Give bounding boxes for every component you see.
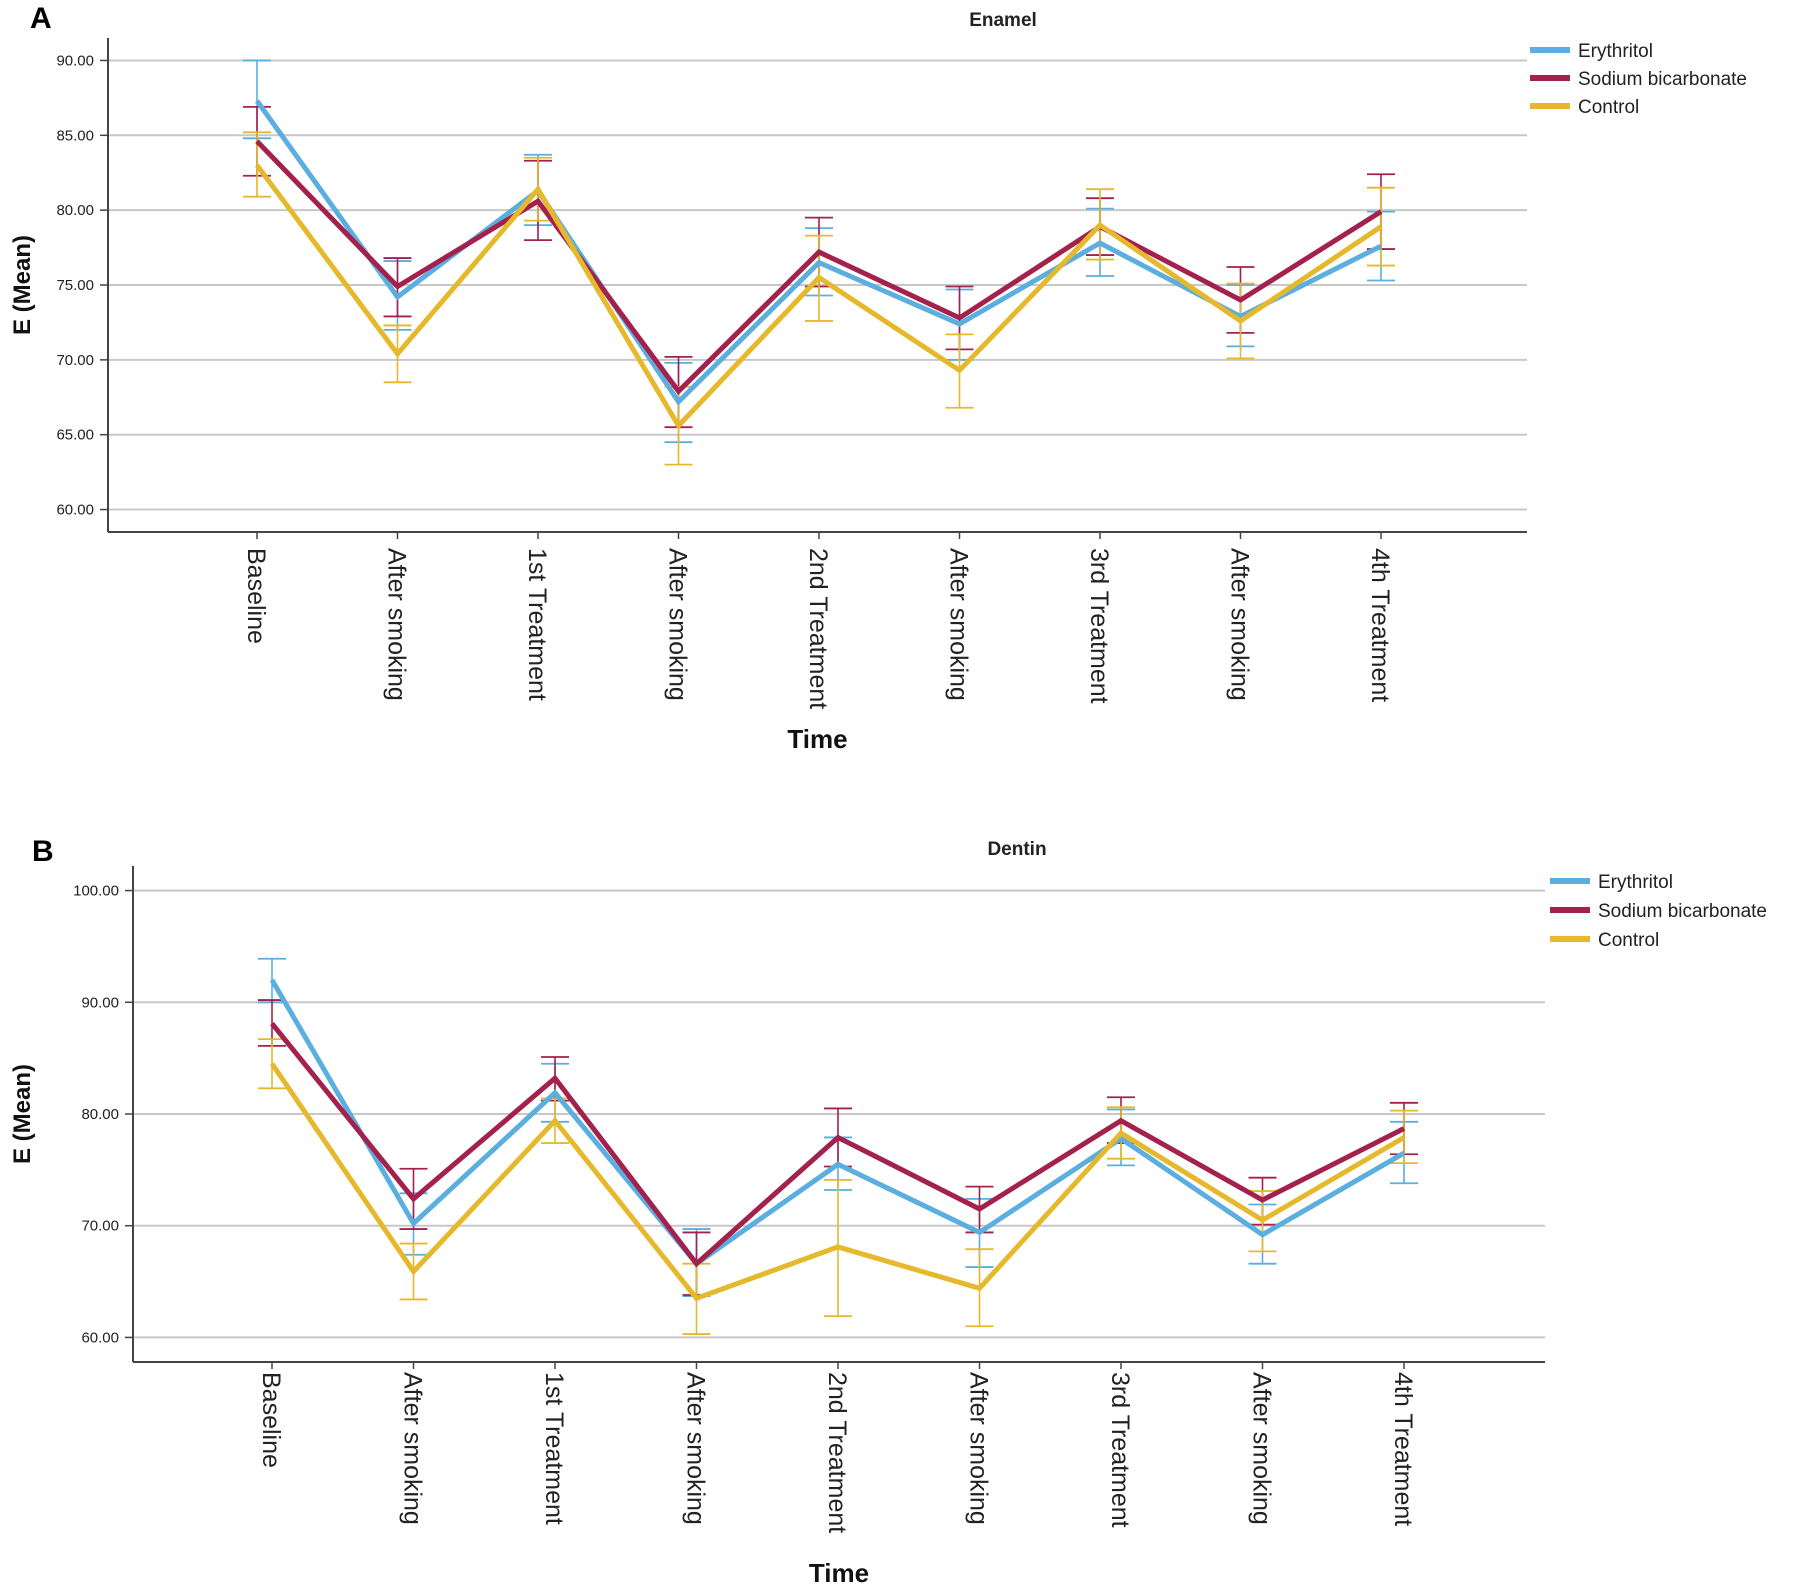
x-tick-label: After smoking	[945, 548, 973, 701]
y-tick-label: 60.00	[81, 1329, 119, 1346]
x-tick-label: 1st Treatment	[540, 1372, 568, 1525]
x-tick-label: 3rd Treatment	[1085, 548, 1113, 704]
series-line	[270, 1021, 1406, 1268]
legend-label: Control	[1598, 930, 1659, 951]
x-tick-label: Baseline	[242, 548, 270, 644]
y-axis-label: E (Mean)	[9, 1064, 36, 1164]
panel-letter-a: A	[30, 2, 52, 35]
legend-label: Sodium bicarbonate	[1598, 901, 1767, 922]
x-tick-label: After smoking	[383, 548, 411, 701]
series-line	[269, 1062, 1406, 1302]
x-tick-label: 4th Treatment	[1389, 1372, 1417, 1526]
x-tick-label: 2nd Treatment	[804, 548, 832, 709]
x-axis-label: Time	[787, 724, 847, 754]
x-tick-label: 3rd Treatment	[1106, 1372, 1134, 1528]
y-axis-label: E (Mean)	[9, 235, 36, 335]
y-tick-label: 70.00	[81, 1218, 119, 1235]
y-tick-label: 75.00	[56, 277, 94, 294]
y-tick-label: 85.00	[56, 127, 94, 144]
legend-label: Sodium bicarbonate	[1578, 69, 1747, 90]
x-tick-label: Baseline	[257, 1372, 285, 1468]
x-tick-label: After smoking	[399, 1372, 427, 1525]
x-tick-label: After smoking	[1248, 1372, 1276, 1525]
y-tick-label: 65.00	[56, 427, 94, 444]
y-tick-label: 90.00	[81, 994, 119, 1011]
chart-title: Enamel	[969, 10, 1037, 31]
legend-label: Erythritol	[1578, 41, 1653, 62]
panel-letter-b: B	[32, 835, 54, 868]
x-tick-label: 1st Treatment	[523, 548, 551, 701]
series-line	[269, 978, 1406, 1268]
y-tick-label: 80.00	[81, 1106, 119, 1123]
y-tick-label: 80.00	[56, 202, 94, 219]
y-tick-label: 90.00	[56, 52, 94, 69]
y-tick-label: 100.00	[73, 883, 119, 900]
x-tick-label: After smoking	[1226, 548, 1254, 701]
series-line	[254, 163, 1383, 430]
y-tick-label: 60.00	[56, 502, 94, 519]
x-axis-label: Time	[809, 1558, 869, 1588]
legend-label: Control	[1578, 97, 1639, 118]
series-line	[255, 139, 1383, 396]
x-tick-label: 2nd Treatment	[823, 1372, 851, 1533]
x-tick-label: After smoking	[664, 548, 692, 701]
error-bars	[258, 1038, 1418, 1335]
x-tick-label: After smoking	[965, 1372, 993, 1525]
y-tick-label: 70.00	[56, 352, 94, 369]
panel-b-dentin: B Dentin 60.00 70.00 80.00 90.00 100.00 Baseli…	[9, 835, 1767, 1588]
chart-title: Dentin	[987, 839, 1046, 860]
legend-label: Erythritol	[1598, 872, 1673, 893]
panel-a-enamel: A Enamel 60.00 65.00 70.00 75.00 80.00 85.00 90…	[9, 2, 1747, 754]
error-bars	[243, 131, 1395, 466]
x-tick-label: 4th Treatment	[1366, 548, 1394, 702]
x-tick-label: After smoking	[682, 1372, 710, 1525]
